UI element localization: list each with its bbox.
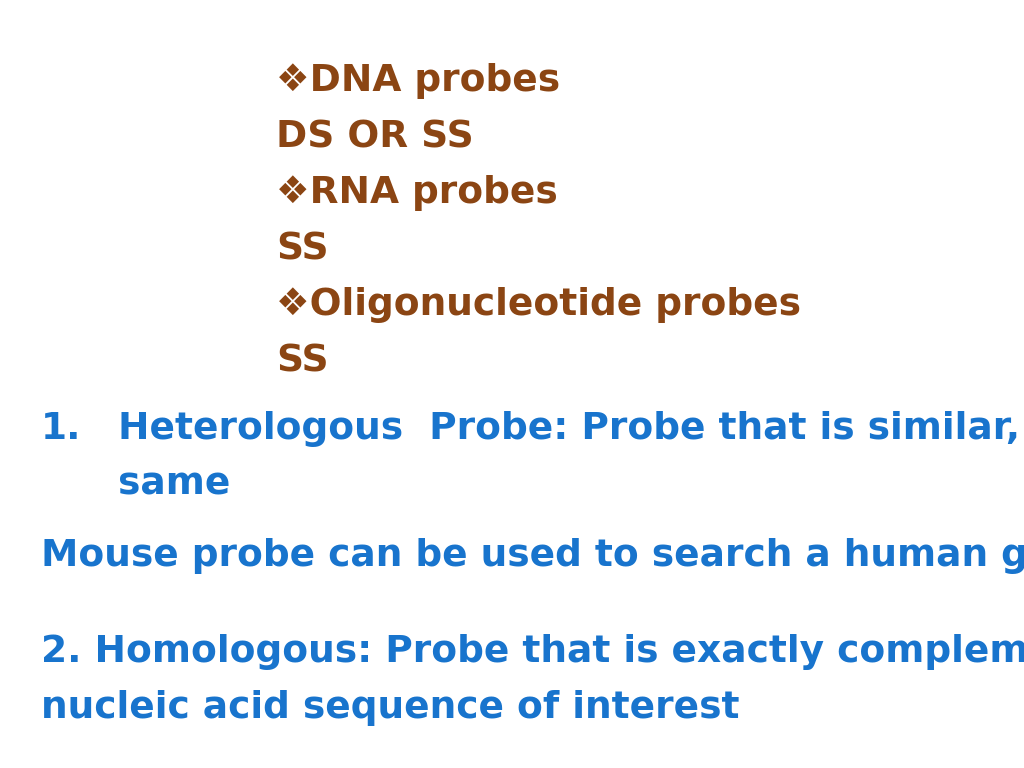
- Text: ❖RNA probes: ❖RNA probes: [276, 175, 558, 211]
- Text: same: same: [118, 467, 230, 503]
- Text: nucleic acid sequence of interest: nucleic acid sequence of interest: [41, 690, 739, 726]
- Text: ❖DNA probes: ❖DNA probes: [276, 63, 560, 99]
- Text: SS: SS: [276, 231, 329, 267]
- Text: 2. Homologous: Probe that is exactly complementary to the: 2. Homologous: Probe that is exactly com…: [41, 634, 1024, 670]
- Text: ❖Oligonucleotide probes: ❖Oligonucleotide probes: [276, 287, 802, 323]
- Text: DS OR SS: DS OR SS: [276, 119, 474, 155]
- Text: Mouse probe can be used to search a human genomic library.: Mouse probe can be used to search a huma…: [41, 538, 1024, 574]
- Text: SS: SS: [276, 343, 329, 379]
- Text: Heterologous  Probe: Probe that is similar, but not exactly the: Heterologous Probe: Probe that is simila…: [118, 411, 1024, 447]
- Text: 1.: 1.: [41, 411, 82, 447]
